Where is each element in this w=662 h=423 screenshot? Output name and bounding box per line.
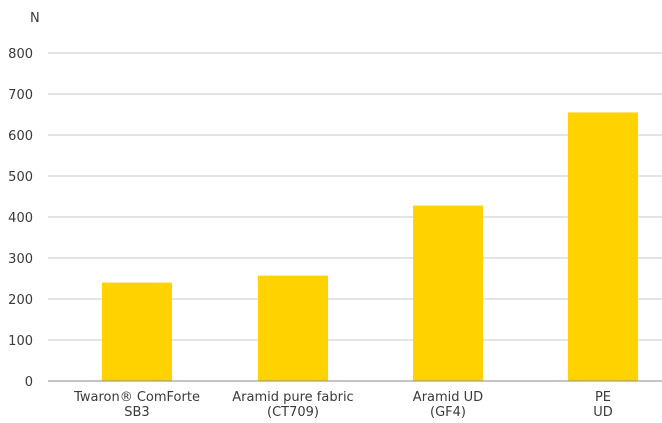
y-tick-label: 200 bbox=[8, 293, 33, 308]
x-category-label: (CT709) bbox=[267, 405, 319, 420]
x-category-label: Aramid pure fabric bbox=[232, 390, 353, 405]
bar bbox=[102, 282, 172, 381]
y-axis-unit-label: N bbox=[30, 11, 40, 26]
y-axis-ticks: 0 100 200 300 400 500 600 700 800 bbox=[8, 47, 33, 390]
y-tick-label: 800 bbox=[8, 47, 33, 62]
x-category-label: PE bbox=[595, 390, 611, 405]
y-tick-label: 100 bbox=[8, 334, 33, 349]
bar bbox=[568, 112, 638, 381]
y-tick-label: 500 bbox=[8, 170, 33, 185]
y-tick-label: 300 bbox=[8, 252, 33, 267]
x-category-label: Twaron® ComForte bbox=[73, 390, 200, 405]
bar bbox=[258, 275, 328, 381]
x-category-label: Aramid UD bbox=[413, 390, 483, 405]
x-category-label: (GF4) bbox=[430, 405, 466, 420]
bars bbox=[102, 112, 638, 381]
y-tick-label: 0 bbox=[25, 375, 33, 390]
y-tick-label: 600 bbox=[8, 129, 33, 144]
x-category-label: SB3 bbox=[124, 405, 149, 420]
x-category-label: UD bbox=[593, 405, 613, 420]
bar bbox=[413, 205, 483, 381]
y-tick-label: 400 bbox=[8, 211, 33, 226]
y-tick-label: 700 bbox=[8, 88, 33, 103]
